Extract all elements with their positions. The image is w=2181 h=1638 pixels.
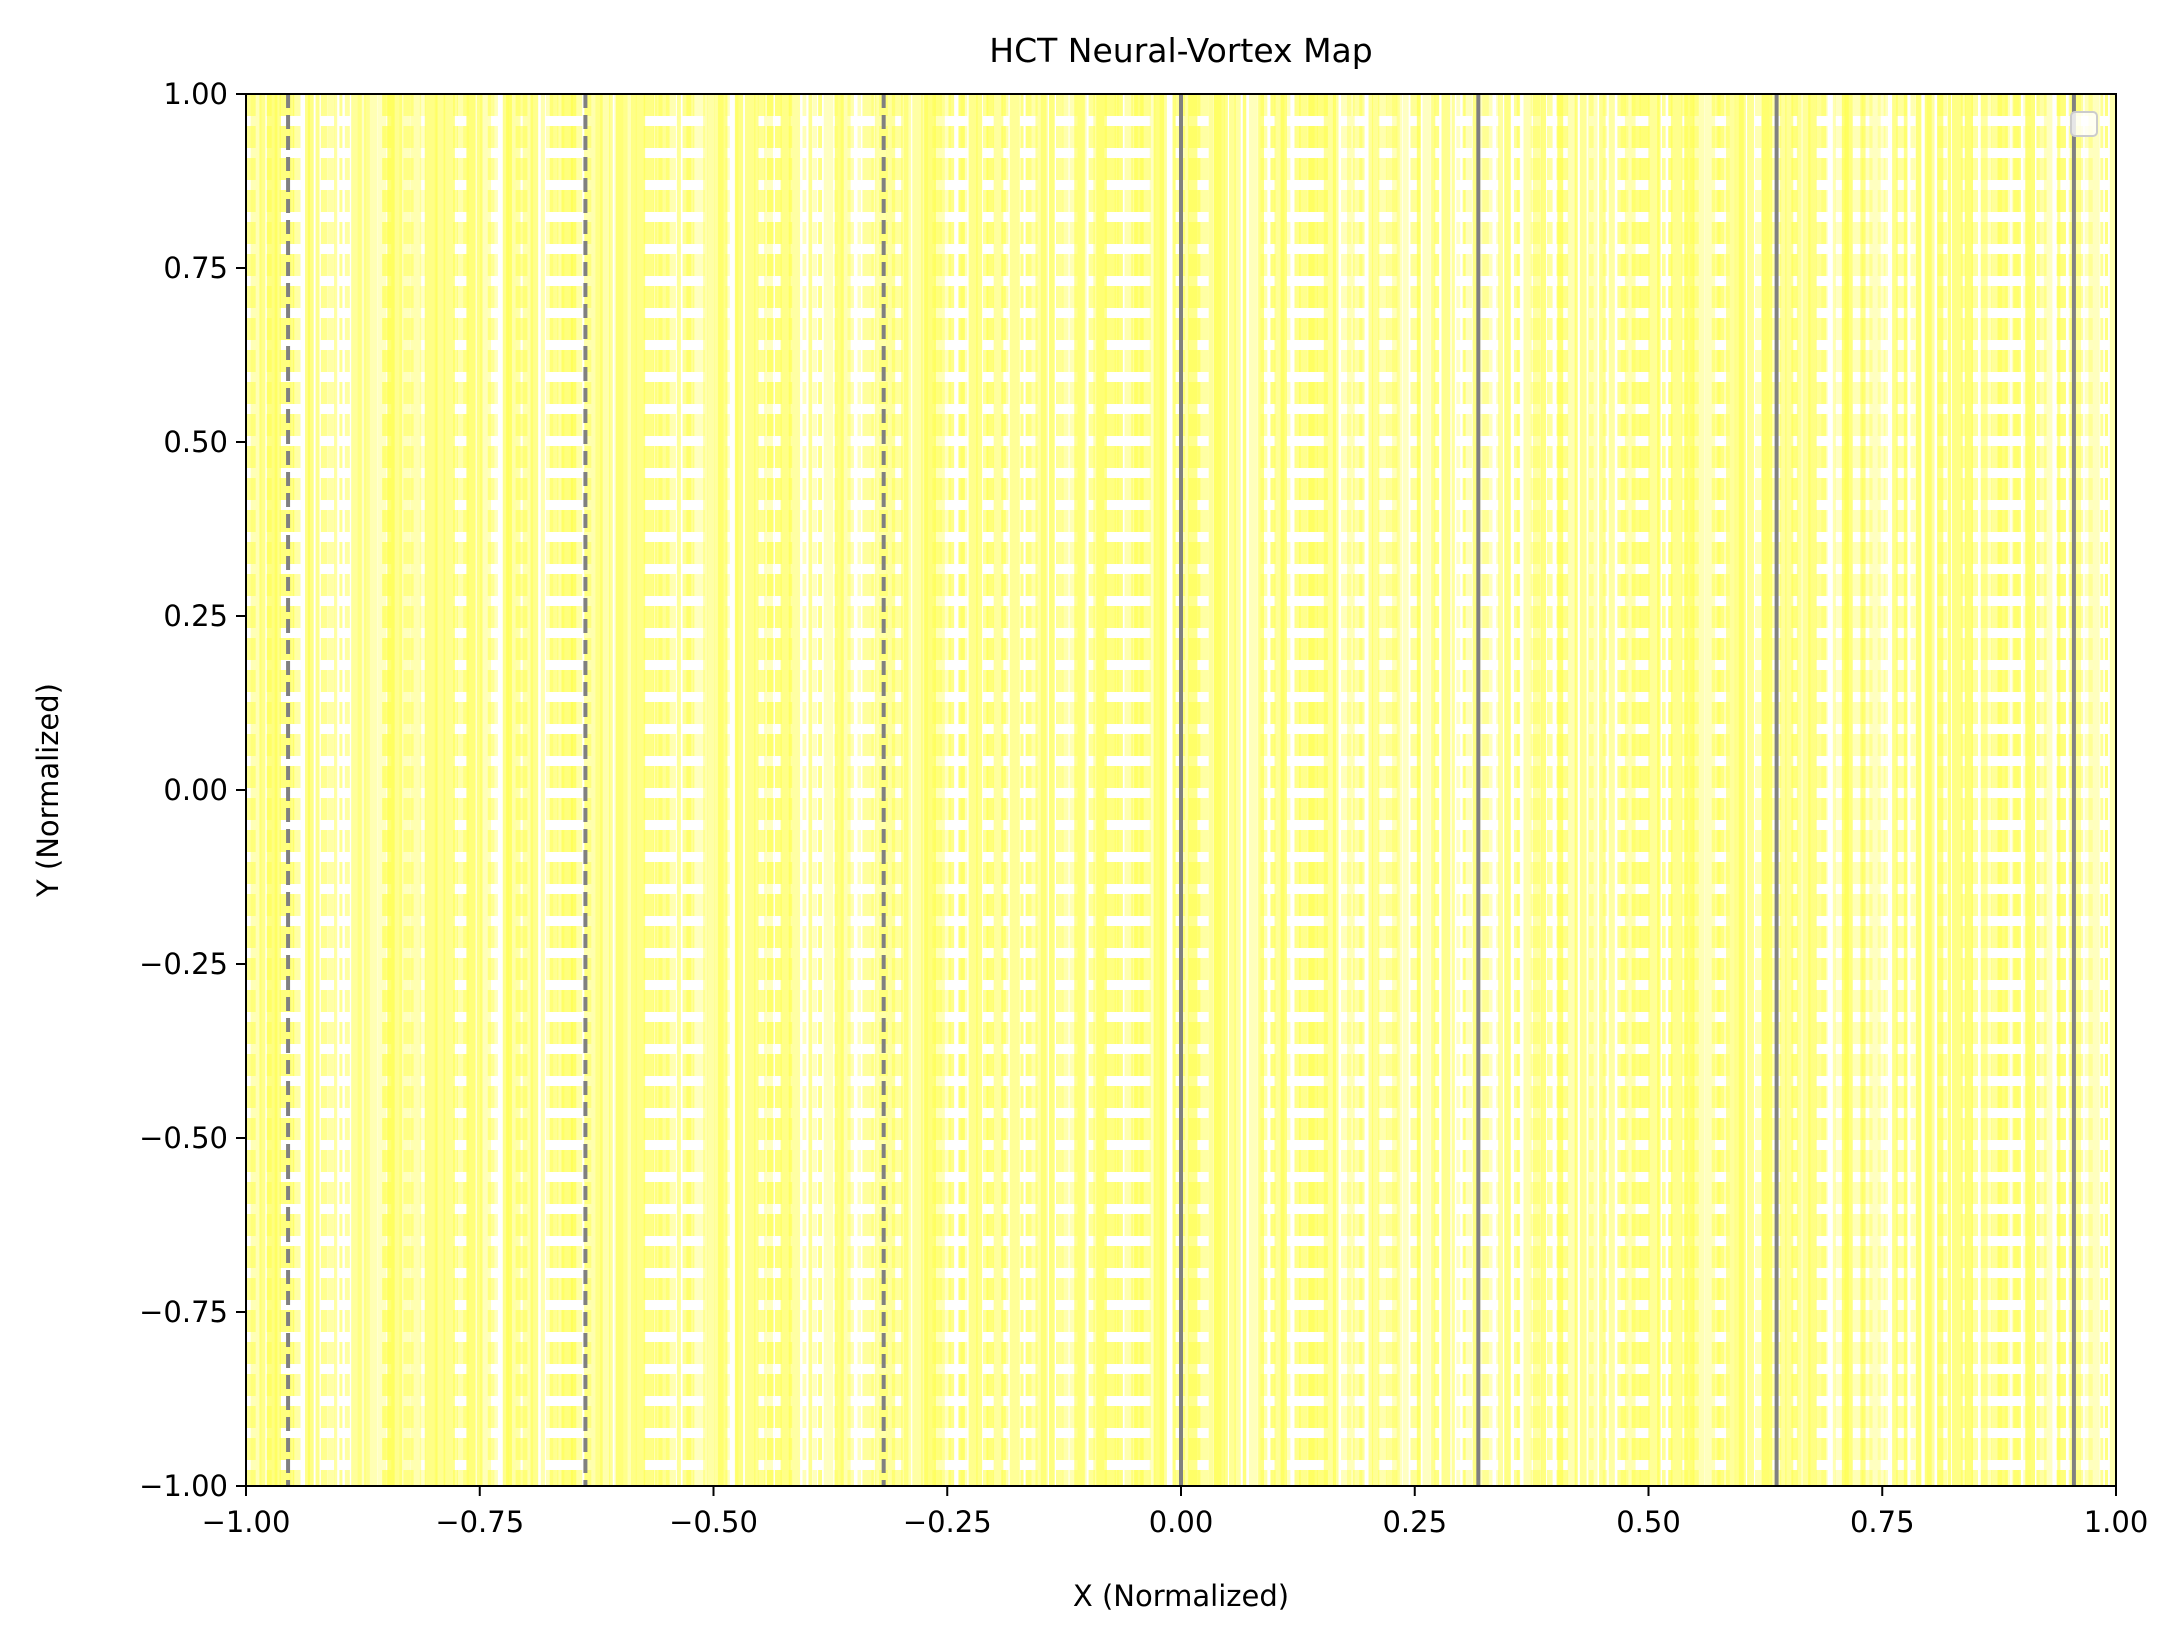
x-tick-label: 0.75 [1850,1505,1915,1539]
y-tick-label: 0.25 [163,599,228,633]
y-tick-label: 1.00 [163,77,228,111]
x-axis-label: X (Normalized) [1073,1579,1289,1613]
y-tick-label: −0.50 [139,1121,228,1155]
reference-lines [286,94,2076,1486]
x-axis-ticks: −1.00 −0.75 −0.50 −0.25 0.00 0.25 0.50 0.75 1.00 [202,1486,2149,1539]
y-tick-label: −0.25 [139,947,228,981]
x-tick-label: 0.50 [1616,1505,1681,1539]
chart-title: HCT Neural-Vortex Map [989,31,1372,70]
x-tick-label: −0.25 [903,1505,992,1539]
x-tick-label: −0.75 [435,1505,524,1539]
vortex-bands [246,94,2116,1486]
y-tick-label: 0.50 [163,425,228,459]
x-tick-label: 1.00 [2084,1505,2149,1539]
plot-frame [245,93,2117,1487]
y-tick-label: −1.00 [139,1469,228,1503]
x-tick-label: 0.00 [1149,1505,1214,1539]
y-tick-label: 0.00 [163,773,228,807]
y-axis-ticks: 1.00 0.75 0.50 0.25 0.00 −0.25 −0.50 −0.75 −1.00 [139,77,246,1503]
y-tick-label: −0.75 [139,1295,228,1329]
x-tick-label: −0.50 [669,1505,758,1539]
x-tick-label: −1.00 [202,1505,291,1539]
y-axis-label: Y (Normalized) [31,683,65,898]
legend-box [2070,111,2098,137]
x-tick-label: 0.25 [1382,1505,1447,1539]
y-tick-label: 0.75 [163,251,228,285]
